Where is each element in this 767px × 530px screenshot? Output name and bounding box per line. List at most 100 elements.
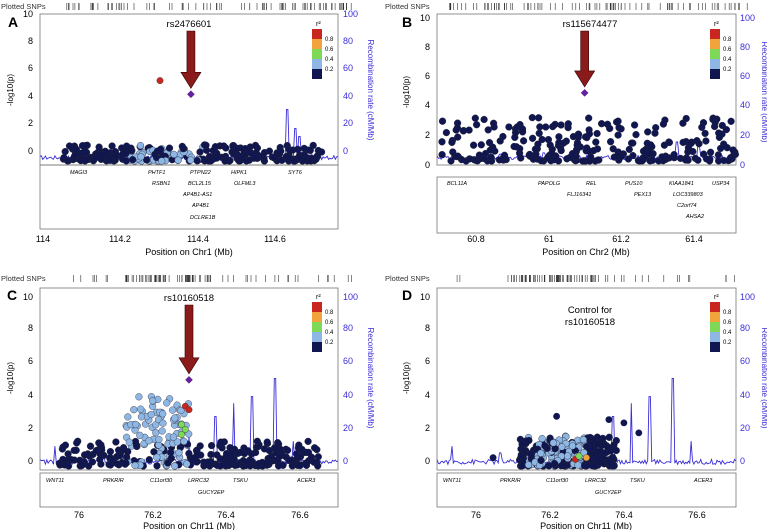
snp-point [171, 414, 179, 422]
snp-point [557, 121, 565, 129]
gene-track: BCL11A PAPOLG REL PUS10 KIAA1841 USP34 F… [447, 181, 729, 220]
snp-point [454, 152, 462, 160]
snp-point [106, 156, 114, 164]
snp-point [454, 133, 462, 141]
snp-point [216, 462, 224, 470]
snp-point [96, 455, 104, 464]
snp-point [263, 438, 271, 446]
legend-value: 0.6 [723, 320, 732, 326]
scatter-plot [436, 30, 740, 165]
snp-point [167, 454, 175, 462]
snp-point [131, 461, 139, 470]
plotted-snps-label: Plotted SNPs [1, 2, 46, 11]
y2-tick-label: 20 [740, 423, 750, 433]
snp-point [454, 119, 462, 127]
legend-swatch [710, 332, 720, 342]
snp-point [465, 155, 474, 163]
snp-point [171, 462, 179, 470]
snp-point [72, 145, 81, 154]
snp-point [64, 450, 72, 458]
x-axis-label: Position on Chr2 (Mb) [542, 247, 630, 257]
gene-track: MAGI3 PHTF1 PTPN22 HIPK1 SYT6 RSBN1 BCL2… [70, 170, 303, 221]
snp-point [472, 156, 480, 164]
y-tick-label: 2 [425, 423, 430, 433]
snp-point [129, 156, 137, 164]
snp-point [589, 436, 598, 444]
snp-point [487, 153, 495, 161]
snp-point [612, 118, 621, 126]
snp-point [169, 433, 178, 441]
snp-point [304, 437, 312, 446]
snp-point [130, 406, 138, 414]
snp-point [285, 456, 293, 465]
legend-title: r² [714, 21, 719, 28]
snp-point [658, 153, 666, 161]
snp-point [88, 458, 97, 466]
gene-label: GUCY2EP [595, 490, 622, 496]
snp-point [159, 419, 167, 427]
snp-point [597, 458, 605, 467]
snp-point [538, 435, 546, 443]
x-tick-label: 114.2 [109, 234, 131, 244]
snp-point [632, 131, 640, 139]
snp-point [284, 446, 292, 454]
snp-point [137, 405, 145, 413]
index-snp-label: rs2476601 [167, 19, 212, 30]
snp-point [169, 406, 177, 414]
y2-tick-label: 60 [740, 71, 750, 81]
snp-point [648, 156, 657, 164]
y2-tick-label: 80 [343, 323, 353, 333]
snp-point [618, 152, 626, 161]
y2-tick-label: 100 [343, 292, 358, 302]
x-tick-label: 61.4 [685, 234, 703, 244]
legend-swatch [312, 322, 322, 332]
snp-point [442, 129, 451, 137]
snp-point [592, 138, 600, 146]
snp-point [524, 461, 533, 469]
snp-point [679, 138, 687, 147]
y2-tick-label: 60 [343, 356, 353, 366]
plotted-snps-label: Plotted SNPs [1, 274, 46, 283]
snp-point [245, 156, 253, 164]
scatter-plot [39, 30, 339, 165]
legend-swatch [710, 29, 720, 39]
snp-point [157, 145, 165, 153]
snp-point [65, 142, 74, 150]
snp-point [304, 448, 313, 457]
snp-point [484, 126, 492, 134]
gene-label: C2orf74 [677, 203, 697, 209]
snp-point [187, 156, 195, 164]
snp-point [605, 458, 613, 466]
x-tick-label: 76.2 [541, 510, 559, 520]
gene-label: KIAA1841 [669, 181, 694, 187]
snp-point [606, 138, 615, 146]
snp-point [292, 450, 301, 458]
legend-swatch [710, 322, 720, 332]
y2-tick-label: 80 [343, 36, 353, 46]
snp-point [308, 154, 316, 162]
gene-label: PRKRIR [500, 478, 521, 484]
gene-label: PAPOLG [538, 181, 561, 187]
snp-point [125, 438, 133, 446]
panel-letter: A [8, 14, 18, 30]
gene-label: LRRC32 [585, 478, 606, 484]
snp-point [274, 462, 283, 470]
snp-point [620, 419, 628, 427]
snp-point [518, 125, 527, 133]
snp-point [82, 148, 91, 157]
legend-swatch [710, 39, 720, 49]
y2-tick-label: 100 [740, 13, 755, 23]
snp-point [236, 448, 244, 457]
legend-swatch [710, 302, 720, 312]
snp-point [535, 129, 543, 137]
y-axis: 0 2 4 6 8 10 [420, 292, 430, 466]
scatter-plot [436, 377, 737, 470]
y-tick-label: 8 [425, 323, 430, 333]
y2-axis-label: Recombination rate (cM/Mb) [760, 328, 767, 429]
snp-point [475, 151, 484, 159]
snp-point [471, 114, 479, 122]
legend-swatch [312, 39, 322, 49]
snp-point [209, 146, 217, 155]
snp-point [605, 433, 613, 441]
snp-point [612, 446, 620, 455]
